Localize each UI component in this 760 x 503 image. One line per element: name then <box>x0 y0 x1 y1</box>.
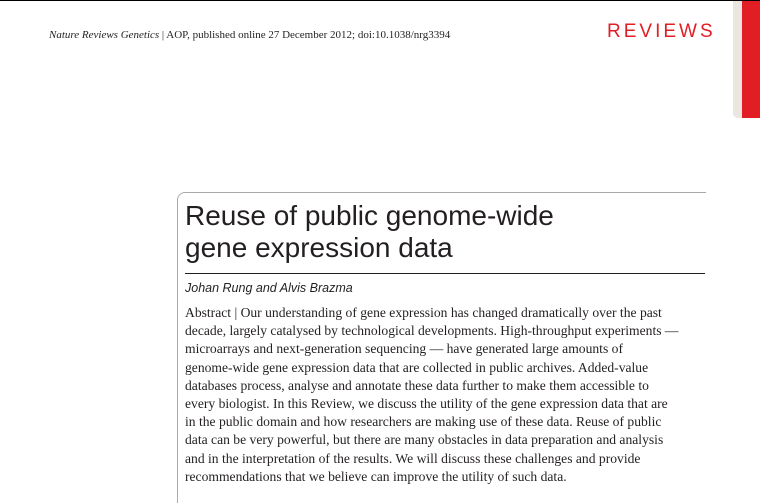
section-label: REVIEWS <box>607 21 716 42</box>
header-separator: | <box>159 29 167 41</box>
title-line: Reuse of public genome-wide <box>185 200 554 231</box>
abstract-line: Abstract | Our understanding of gene exp… <box>185 305 662 320</box>
title-line: gene expression data <box>185 232 453 263</box>
authors: Johan Rung and Alvis Brazma <box>185 281 353 295</box>
abstract-line: databases process, analyse and annotate … <box>185 377 649 393</box>
top-border <box>0 0 760 1</box>
publication-info: AOP, published online 27 December 2012; … <box>166 29 451 41</box>
article-title: Reuse of public genome-wide gene express… <box>185 200 705 264</box>
abstract: Abstract | Our understanding of gene exp… <box>185 304 709 486</box>
abstract-line: data can be very powerful, but there are… <box>185 432 664 448</box>
abstract-line: recommendations that we believe can impr… <box>185 468 567 484</box>
section-tab <box>742 1 760 118</box>
abstract-line: microarrays and next-generation sequenci… <box>185 341 623 357</box>
title-rule <box>185 273 705 274</box>
abstract-line: every biologist. In this Review, we disc… <box>185 396 668 412</box>
article-frame <box>177 192 706 503</box>
abstract-line: and in the interpretation of the results… <box>185 450 641 466</box>
abstract-line: decade, largely catalysed by technologic… <box>185 323 679 339</box>
abstract-line: genome-wide gene expression data that ar… <box>185 359 649 375</box>
journal-name: Nature Reviews Genetics <box>49 29 160 41</box>
abstract-line: in the public domain and how researchers… <box>185 414 662 430</box>
running-header: Nature Reviews Genetics | AOP, published… <box>49 29 450 41</box>
